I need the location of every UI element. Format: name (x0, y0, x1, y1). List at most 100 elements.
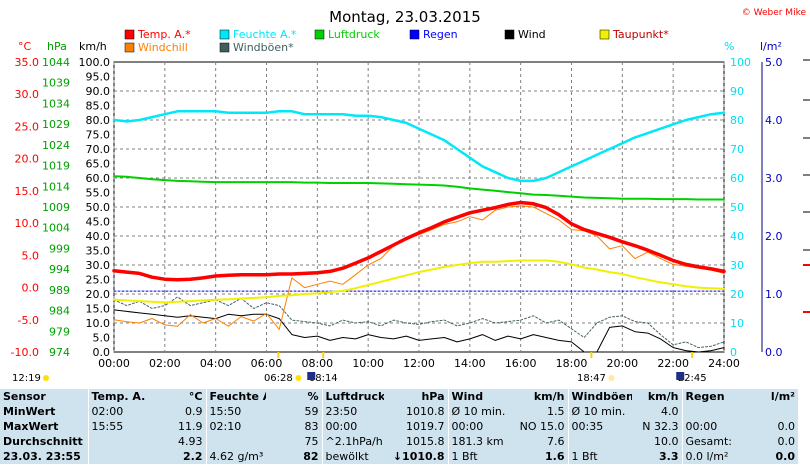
rain-total-label: Gesamt: (681, 434, 746, 449)
pressure-tick-label: 1014 (42, 180, 70, 193)
legend-swatch (124, 29, 135, 40)
legend-label: Taupunkt* (612, 28, 669, 41)
humidity-tick-label: 60 (730, 172, 744, 185)
wind-tick-label: 80.0 (86, 114, 111, 127)
row-label: MinWert (3, 405, 56, 418)
legend-swatch (504, 29, 515, 40)
temp-axis-unit: °C (18, 40, 32, 53)
pressure-value: 1015.8 (406, 435, 445, 448)
chart-title: Montag, 23.03.2015 (329, 8, 481, 26)
temp-time (87, 449, 146, 464)
legend-label: Windchill (138, 41, 188, 54)
header-humidity: Feuchte A. (205, 389, 266, 404)
wind-time: Ø 10 min. (447, 404, 512, 419)
legend-label: Temp. A.* (137, 28, 191, 41)
legend-swatch (409, 29, 420, 40)
wind-tick-label: 70.0 (86, 143, 111, 156)
wind-tick-label: 40.0 (86, 230, 111, 243)
humidity-tick-label: 0 (730, 346, 737, 359)
chart-grid (113, 62, 725, 352)
summary-row-max: MaxWert 15:55 11.9 02:10 83 00:00 1019.7… (0, 419, 798, 434)
wind-axis-unit: km/h (79, 40, 107, 53)
x-tick-label: 18:00 (556, 357, 588, 370)
humidity-tick-label: 80 (730, 114, 744, 127)
humidity-axis-unit: % (724, 40, 734, 53)
humidity-time: 02:10 (205, 419, 266, 434)
pressure-axis-unit: hPa (47, 40, 67, 53)
rain-value: 0.0 (777, 435, 796, 448)
wind-tick-label: 50.0 (86, 201, 111, 214)
header-temp: Temp. A. (87, 389, 146, 404)
temp-tick-label: 35.0 (15, 56, 40, 69)
wind-time: 00:00 (447, 419, 512, 434)
header-gust-unit: km/h (647, 390, 679, 403)
x-tick-label: 20:00 (606, 357, 638, 370)
sun-icon (43, 375, 49, 381)
legend-swatch (219, 29, 230, 40)
temp-time: 02:00 (87, 404, 146, 419)
humidity-tick-label: 70 (730, 143, 744, 156)
row-label: Durchschnitt (3, 435, 83, 448)
humidity-tick-label: 20 (730, 288, 744, 301)
temp-tick-label: 10.0 (15, 217, 40, 230)
rain-value (746, 404, 798, 419)
rain-time (681, 404, 746, 419)
temp-value: 4.93 (178, 435, 203, 448)
marker-label: 22:45 (678, 373, 707, 384)
series-line-taupunkt (113, 259, 725, 304)
temp-tick-label: 25.0 (15, 120, 40, 133)
sun-icon (608, 375, 615, 381)
wind-beaufort: 1 Bft (447, 449, 512, 464)
wind-tick-label: 30.0 (86, 259, 111, 272)
series-lines (112, 110, 726, 353)
wind-value: 7.6 (547, 435, 565, 448)
temp-value: 0.9 (185, 405, 203, 418)
axis-unit-labels: °C hPa km/h% l/m² (18, 40, 782, 53)
header-wind: Wind (447, 389, 512, 404)
temp-tick-label: 0.0 (22, 282, 40, 295)
row-label: 23.03. 23:55 (3, 450, 81, 463)
pressure-tick-label: 1009 (42, 201, 70, 214)
header-rain: Regen (681, 389, 746, 404)
wind-tick-label: 65.0 (86, 158, 111, 171)
sun-icon (295, 375, 302, 381)
humidity-value: 82 (303, 450, 319, 463)
humidity-tick-label: 100 (730, 56, 751, 69)
wind-tick-label: 90.0 (86, 85, 111, 98)
gust-value: 10.0 (654, 435, 679, 448)
x-tick-label: 16:00 (505, 357, 537, 370)
temp-tick-label: 15.0 (15, 185, 40, 198)
rain-tick-label: 5.0 (765, 56, 783, 69)
pressure-tick-label: 1039 (42, 77, 70, 90)
legend-label: Windböen* (233, 41, 294, 54)
temp-time (87, 434, 146, 449)
pressure-tick-label: 999 (49, 242, 70, 255)
gust-direction: N 32.3 (642, 420, 679, 433)
sun-moon-markers: 12:19 06:28 08:14 18:47 22:45 (12, 352, 707, 384)
x-tick-label: 24:00 (708, 357, 740, 370)
humidity-tick-label: 90 (730, 85, 744, 98)
temp-value: 11.9 (178, 420, 203, 433)
moon-icon (676, 372, 685, 380)
header-rain-unit: l/m² (770, 390, 795, 403)
rain-tick-label: 2.0 (765, 230, 783, 243)
row-label: MaxWert (3, 420, 59, 433)
header-pressure-unit: hPa (421, 390, 445, 403)
legend-label: Regen (423, 28, 458, 41)
x-tick-label: 02:00 (149, 357, 181, 370)
series-line-temp-a (112, 200, 726, 282)
temp-time: 15:55 (87, 419, 146, 434)
gust-value: 3.3 (659, 450, 679, 463)
summary-header-row: Sensor Temp. A. °C Feuchte A. % Luftdruc… (0, 389, 798, 404)
legend-swatch (219, 42, 230, 53)
pressure-tick-label: 984 (49, 305, 70, 318)
humidity-tick-label: 50 (730, 201, 744, 214)
temp-tick-label: -5.0 (18, 314, 39, 327)
humidity-value: 75 (304, 435, 319, 448)
humidity-tick-label: 30 (730, 259, 744, 272)
legend-label: Luftdruck (328, 28, 380, 41)
pressure-tick-label: 1004 (42, 222, 70, 235)
gust-beaufort: 1 Bft (567, 449, 632, 464)
legend-label: Wind (518, 28, 546, 41)
humidity-value: 59 (304, 405, 319, 418)
